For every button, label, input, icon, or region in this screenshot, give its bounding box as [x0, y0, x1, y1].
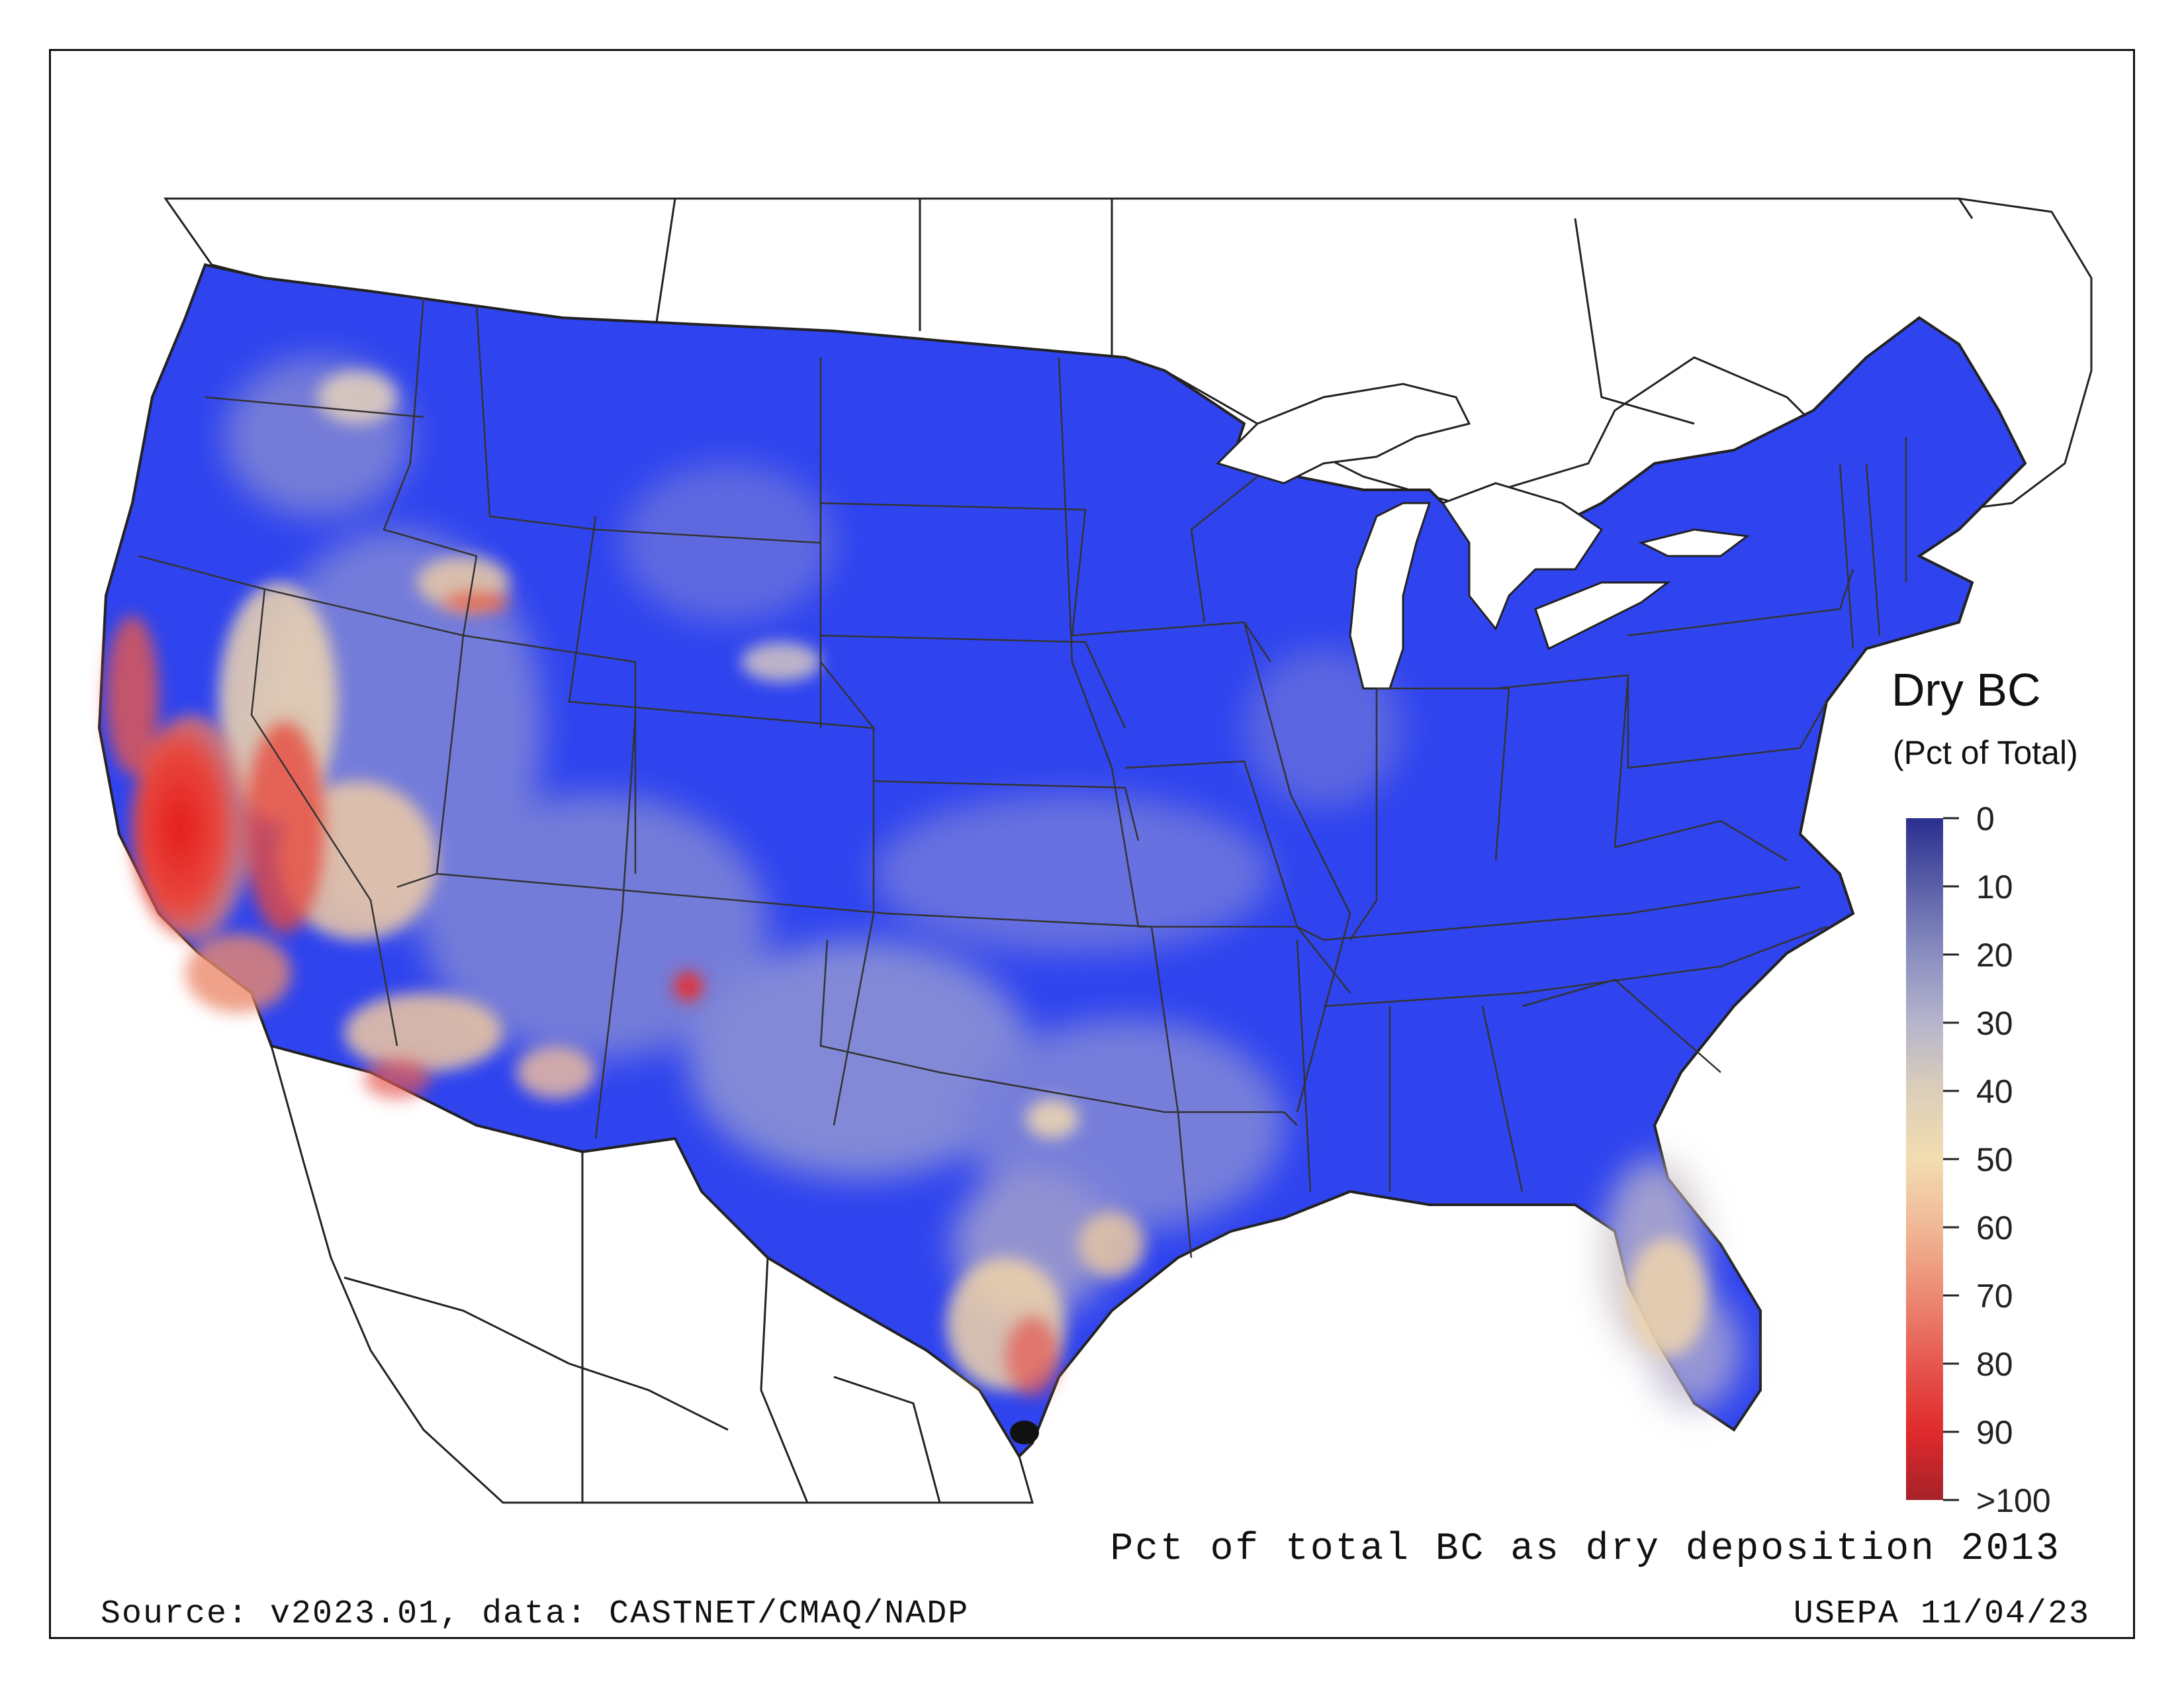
great-lakes — [1216, 383, 1750, 690]
lake-ontario — [1638, 528, 1750, 557]
lake-michigan — [1349, 502, 1432, 690]
lake-superior — [1216, 383, 1471, 485]
lake-huron — [1441, 482, 1604, 631]
conus-field — [97, 263, 2027, 1459]
legend-tick-label: 0 — [1976, 800, 1995, 837]
legend-tick-label: 10 — [1976, 868, 2013, 906]
legend-tick-label: 80 — [1976, 1346, 2013, 1383]
credit-note: USEPA 11/04/23 — [1793, 1595, 2090, 1633]
state-boundaries — [138, 297, 1907, 1258]
lake-erie — [1534, 581, 1671, 651]
legend-tick-label: 20 — [1976, 937, 2013, 974]
figure-frame — [49, 49, 2135, 1639]
map-caption: Pct of total BC as dry deposition 2013 — [1110, 1528, 2061, 1571]
mexico-state-lines — [343, 1152, 941, 1503]
legend-tick-label: 50 — [1976, 1141, 2013, 1178]
legend-subtitle: (Pct of Total) — [1893, 734, 2078, 771]
source-note: Source: v2023.01, data: CASTNET/CMAQ/NAD… — [101, 1595, 970, 1633]
legend-tick-label: 60 — [1976, 1209, 2013, 1246]
legend-colorbar — [1906, 817, 1959, 1501]
colorbar-gradient — [1906, 818, 1943, 1500]
canada-province-lines — [654, 198, 1974, 425]
legend-tick-label: 70 — [1976, 1278, 2013, 1315]
legend-tick-label: 90 — [1976, 1414, 2013, 1451]
texas-tip-marker — [1010, 1421, 1039, 1444]
legend-tick-label: 30 — [1976, 1005, 2013, 1042]
legend-title: Dry BC — [1891, 664, 2041, 716]
legend-tick-label: >100 — [1976, 1482, 2051, 1519]
legend-tick-label: 40 — [1976, 1073, 2013, 1110]
